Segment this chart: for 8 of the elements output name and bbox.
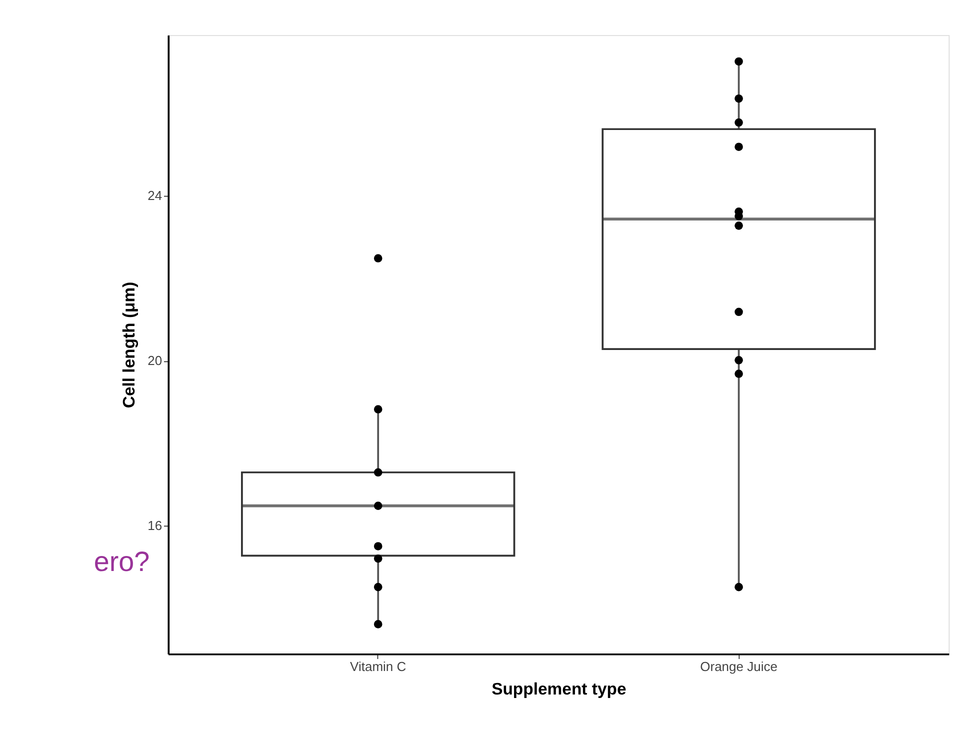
text: ero? xyxy=(94,546,150,578)
y-tick-label: 24 xyxy=(148,188,162,204)
x-axis-title: Supplement type xyxy=(492,679,626,698)
x-tick-label: Orange Juice xyxy=(700,659,778,674)
x-tick-label: Vitamin C xyxy=(350,659,406,674)
y-tick-label: 16 xyxy=(148,518,162,534)
y-axis-title: Cell length (μm) xyxy=(120,282,139,408)
y-tick-label: 20 xyxy=(148,353,162,368)
